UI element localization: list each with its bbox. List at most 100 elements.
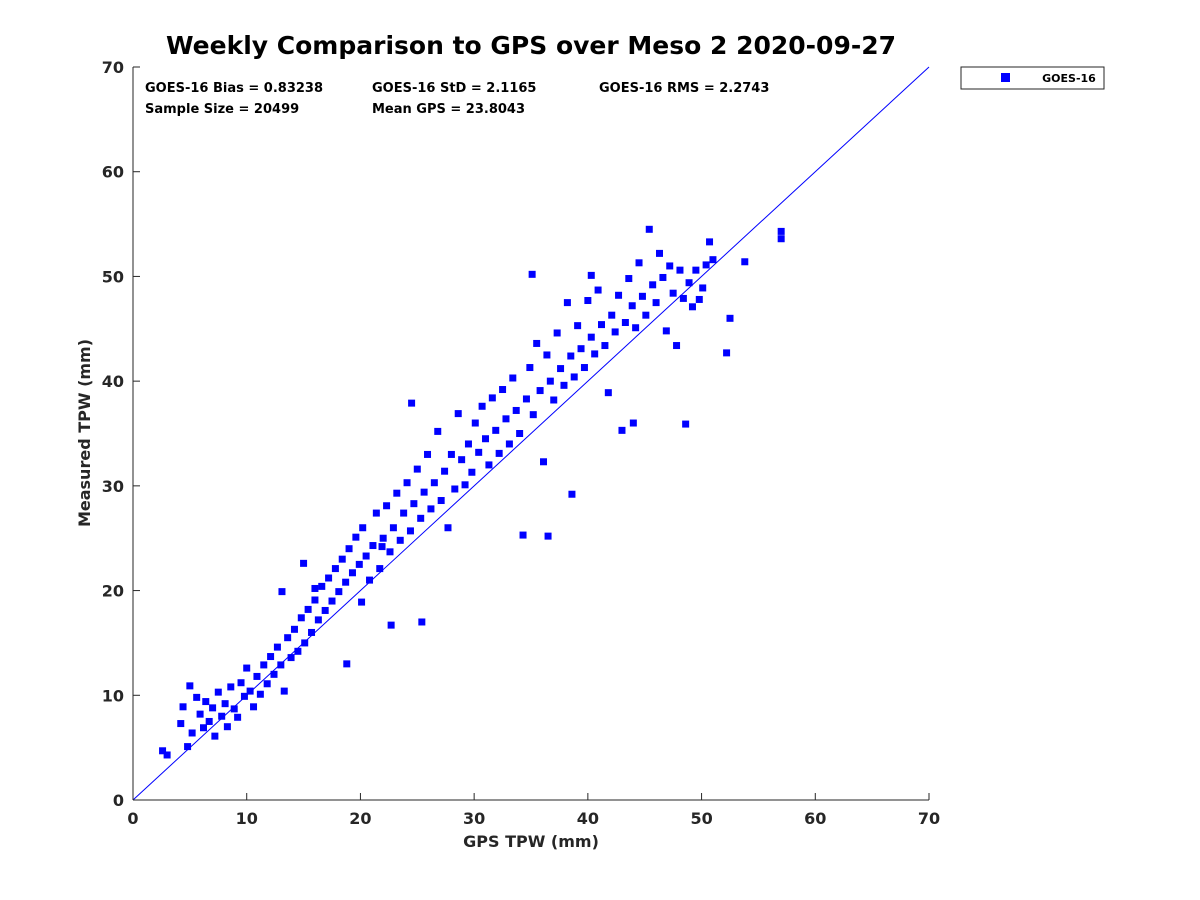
legend-marker (1001, 73, 1010, 82)
data-point (608, 311, 616, 319)
data-point (655, 249, 663, 257)
data-point (679, 294, 687, 302)
data-point (376, 565, 384, 573)
stat-mean-gps: Mean GPS = 23.8043 (372, 102, 525, 117)
data-point (454, 410, 462, 418)
data-point (362, 552, 370, 560)
data-point (560, 381, 568, 389)
data-point (550, 396, 558, 404)
data-point (601, 342, 609, 350)
data-point (522, 395, 530, 403)
data-point (629, 419, 637, 427)
data-point (159, 747, 167, 755)
data-point (638, 292, 646, 300)
data-point (553, 329, 561, 337)
legend: GOES-16 (960, 66, 1105, 90)
data-point (505, 440, 513, 448)
data-point (318, 582, 326, 590)
data-point (488, 394, 496, 402)
y-tick-label: 70 (102, 58, 124, 77)
data-point (188, 729, 196, 737)
data-point (424, 450, 432, 458)
data-point (263, 680, 271, 688)
data-point (461, 481, 469, 489)
data-point (659, 273, 667, 281)
data-point (301, 639, 309, 647)
data-point (393, 489, 401, 497)
data-point (536, 387, 544, 395)
data-point (420, 488, 428, 496)
data-point (676, 266, 684, 274)
stats-annotations: GOES-16 Bias = 0.83238 GOES-16 StD = 2.1… (145, 81, 769, 117)
data-point (240, 692, 248, 700)
data-point (287, 654, 295, 662)
data-point (495, 449, 503, 457)
data-point (458, 456, 466, 464)
data-point (594, 286, 602, 294)
data-point (345, 545, 353, 553)
data-point (662, 327, 670, 335)
data-point (567, 352, 575, 360)
data-point (389, 524, 397, 532)
data-point (540, 458, 548, 466)
data-point (186, 682, 194, 690)
data-point (243, 664, 251, 672)
data-point (209, 704, 217, 712)
data-point (366, 576, 374, 584)
data-point (202, 698, 210, 706)
plot-area: 0 10 20 30 40 50 60 70 0 10 20 30 40 50 60 70 (102, 58, 940, 828)
data-point (723, 349, 731, 357)
data-point (348, 569, 356, 577)
data-point (417, 514, 425, 522)
data-point (441, 467, 449, 475)
data-point (543, 351, 551, 359)
data-point (193, 693, 201, 701)
y-tick-label: 50 (102, 267, 124, 286)
data-point (230, 705, 238, 713)
data-point (642, 311, 650, 319)
data-point (280, 687, 288, 695)
data-point (328, 597, 336, 605)
data-point (427, 505, 435, 513)
data-point (297, 614, 305, 622)
stat-bias: GOES-16 Bias = 0.83238 (145, 81, 323, 96)
data-point (184, 743, 192, 751)
data-point (177, 720, 185, 728)
data-point (218, 712, 226, 720)
data-point (325, 574, 333, 582)
x-tick-label: 30 (463, 809, 485, 828)
points-layer (159, 225, 785, 759)
data-point (290, 625, 298, 633)
data-point (196, 710, 204, 718)
legend-box (960, 66, 1105, 90)
data-point (673, 342, 681, 350)
data-point (741, 258, 749, 266)
data-point (645, 225, 653, 233)
y-tick-label: 60 (102, 163, 124, 182)
data-point (418, 618, 426, 626)
data-point (343, 660, 351, 668)
y-tick-label: 40 (102, 372, 124, 391)
stat-sample-size: Sample Size = 20499 (145, 102, 299, 117)
y-tick-label: 0 (113, 791, 124, 810)
data-point (557, 365, 565, 373)
data-point (587, 271, 595, 279)
data-point (311, 584, 319, 592)
data-point (635, 259, 643, 267)
data-point (688, 303, 696, 311)
data-point (509, 374, 517, 382)
data-point (533, 339, 541, 347)
data-point (544, 532, 552, 540)
data-point (227, 683, 235, 691)
data-point (278, 588, 286, 596)
data-point (308, 628, 316, 636)
x-tick-label: 50 (690, 809, 712, 828)
data-point (702, 261, 710, 269)
x-axis-ticks: 0 10 20 30 40 50 60 70 (127, 793, 940, 828)
data-point (625, 275, 633, 283)
data-point (358, 598, 366, 606)
x-tick-label: 20 (349, 809, 371, 828)
data-point (777, 235, 785, 243)
data-point (369, 542, 377, 550)
data-point (267, 653, 275, 661)
